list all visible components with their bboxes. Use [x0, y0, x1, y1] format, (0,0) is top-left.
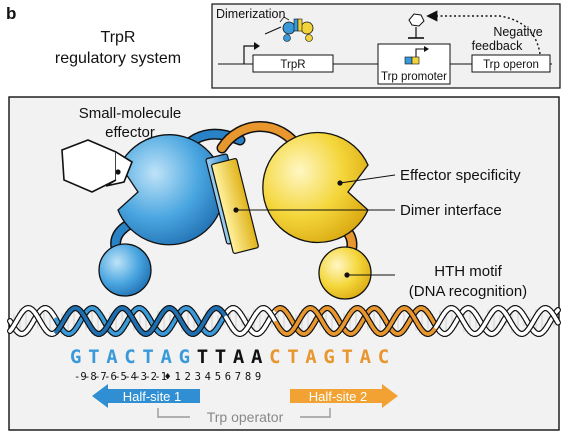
sequence-base: G — [70, 346, 81, 368]
negative-label: Negative — [493, 25, 542, 39]
negative-feedback-arrow — [426, 10, 541, 55]
sequence-position: 6 — [225, 371, 231, 383]
sequence-base: A — [251, 346, 263, 368]
sequence-position: 2 — [185, 371, 191, 383]
half-site-2-label: Half-site 2 — [309, 389, 368, 404]
sequence-base: A — [106, 346, 118, 368]
effector-label-line1: Small-molecule — [79, 105, 182, 122]
sequence-base: T — [342, 346, 353, 368]
inset-diagram: Dimerization TrpR Trp promoter Trp opero… — [211, 3, 561, 89]
trpr-monomer-yellow — [216, 121, 372, 300]
sequence-position: 1 — [175, 371, 181, 383]
dimer-interface-label: Dimer interface — [400, 202, 502, 219]
blue-hth-domain — [98, 243, 152, 297]
system-subtitle: regulatory system — [55, 50, 181, 67]
sequence-position: -5 — [114, 371, 127, 383]
expression-arrow — [264, 26, 282, 35]
sequence-base: T — [88, 346, 99, 368]
sequence-position: 7 — [235, 371, 241, 383]
half-site-1-label: Half-site 1 — [123, 389, 182, 404]
trpr-promoter-arrow-icon — [243, 45, 256, 64]
mini-dimer-icon — [279, 16, 314, 42]
feedback-label: feedback — [472, 39, 523, 53]
small-molecule-effector-icon — [61, 139, 133, 193]
sequence-position: -2 — [144, 371, 157, 383]
sequence-base: A — [305, 346, 317, 368]
trpr-gene-label: TrpR — [280, 59, 305, 71]
trp-operon-box — [471, 54, 551, 73]
sequence-base: T — [287, 346, 298, 368]
dimer-interface-helices — [205, 153, 259, 254]
callouts — [233, 174, 396, 278]
sequence-base: T — [142, 346, 153, 368]
sequence-position: -6 — [104, 371, 117, 383]
sequence-position: 8 — [245, 371, 251, 383]
yellow-hth-domain — [318, 246, 372, 300]
trp-operator-bracket — [157, 408, 331, 418]
system-title: TrpR — [101, 29, 136, 46]
sequence-base: T — [197, 346, 208, 368]
sequence-position: 5 — [215, 371, 221, 383]
half-site-2-arrow: Half-site 2 — [290, 384, 398, 408]
sequence-base: A — [233, 346, 245, 368]
repressor-effector-icon — [408, 13, 425, 39]
half-site-1-arrow: Half-site 1 — [92, 384, 200, 408]
hth-motif-label: HTH motif — [434, 263, 502, 280]
trp-operator-label: Trp operator — [207, 409, 284, 425]
sequence-base: G — [323, 346, 334, 368]
effector-specificity-label: Effector specificity — [400, 167, 521, 184]
dna-double-helix — [7, 305, 561, 337]
sequence-base: A — [360, 346, 372, 368]
trp-promoter-label: Trp promoter — [381, 71, 447, 83]
dimerization-label: Dimerization — [216, 7, 286, 21]
yellow-effector-domain — [262, 131, 369, 244]
sequence-position: -3 — [134, 371, 147, 383]
trp-operon-label: Trp operon — [483, 59, 539, 71]
sequence-position: -1 — [154, 371, 167, 383]
sequence-position: ♦ — [164, 371, 170, 383]
effector-label-line2: effector — [105, 124, 155, 141]
dna-recognition-label: (DNA recognition) — [409, 283, 527, 300]
sequence-base: C — [378, 346, 389, 368]
sequence-positions: -9-8-7-6-5-4-3-2-1♦ 1 2 3 4 5 6 7 8 9 — [74, 371, 261, 383]
sequence-base: G — [179, 346, 190, 368]
sequence-position: -4 — [124, 371, 137, 383]
trpr-gene-box — [252, 54, 334, 73]
sequence-base: C — [269, 346, 280, 368]
sequence-base: T — [215, 346, 226, 368]
sequence-position: 4 — [205, 371, 211, 383]
sequence-position: 9 — [255, 371, 261, 383]
sequence-base: A — [161, 346, 173, 368]
sequence-position: -7 — [94, 371, 107, 383]
sequence-position: -9 — [74, 371, 87, 383]
sequence-position: 3 — [195, 371, 201, 383]
sequence-position: -8 — [84, 371, 97, 383]
sequence-base: C — [124, 346, 135, 368]
panel-label: b — [6, 4, 16, 23]
